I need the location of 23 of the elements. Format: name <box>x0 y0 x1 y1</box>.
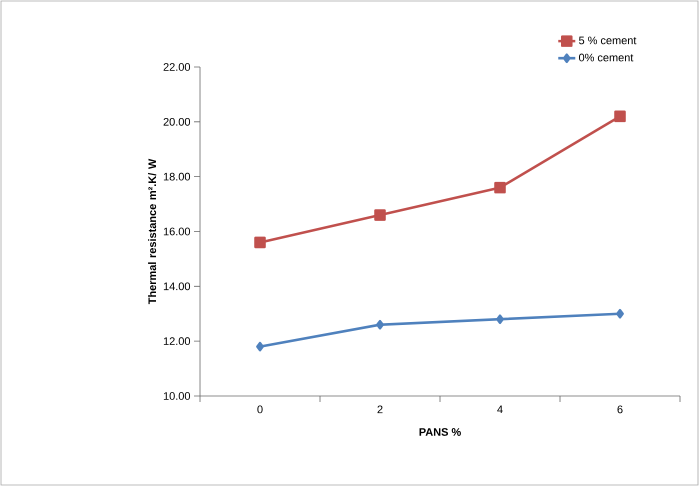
y-tick-label: 10.00 <box>164 392 190 400</box>
point <box>616 308 624 319</box>
y-tick-label: 16.00 <box>164 228 190 236</box>
point <box>614 110 626 122</box>
x-tick-label: 4 <box>497 406 503 414</box>
x-tick-label: 0 <box>257 406 263 414</box>
y-tick-label: 12.00 <box>164 337 190 346</box>
point <box>494 182 506 194</box>
y-tick-label: 22.00 <box>164 63 190 71</box>
x-tick-label: 2 <box>378 406 383 414</box>
point <box>374 209 386 221</box>
legend-label: 0% cement <box>578 54 634 62</box>
legend-label: 5 % cement <box>579 36 636 44</box>
y-tick-label: 20.00 <box>164 118 190 126</box>
x-axis-title: PANS % <box>420 428 461 436</box>
y-tick-label: 18.00 <box>164 172 190 181</box>
y-tick-label: 14.00 <box>164 282 190 290</box>
point <box>254 236 266 248</box>
y-axis-title: Thermal resistance m².K/ W <box>148 158 156 304</box>
point <box>256 342 264 352</box>
point <box>376 320 384 330</box>
point <box>496 314 504 324</box>
x-tick-label: 6 <box>618 406 623 414</box>
